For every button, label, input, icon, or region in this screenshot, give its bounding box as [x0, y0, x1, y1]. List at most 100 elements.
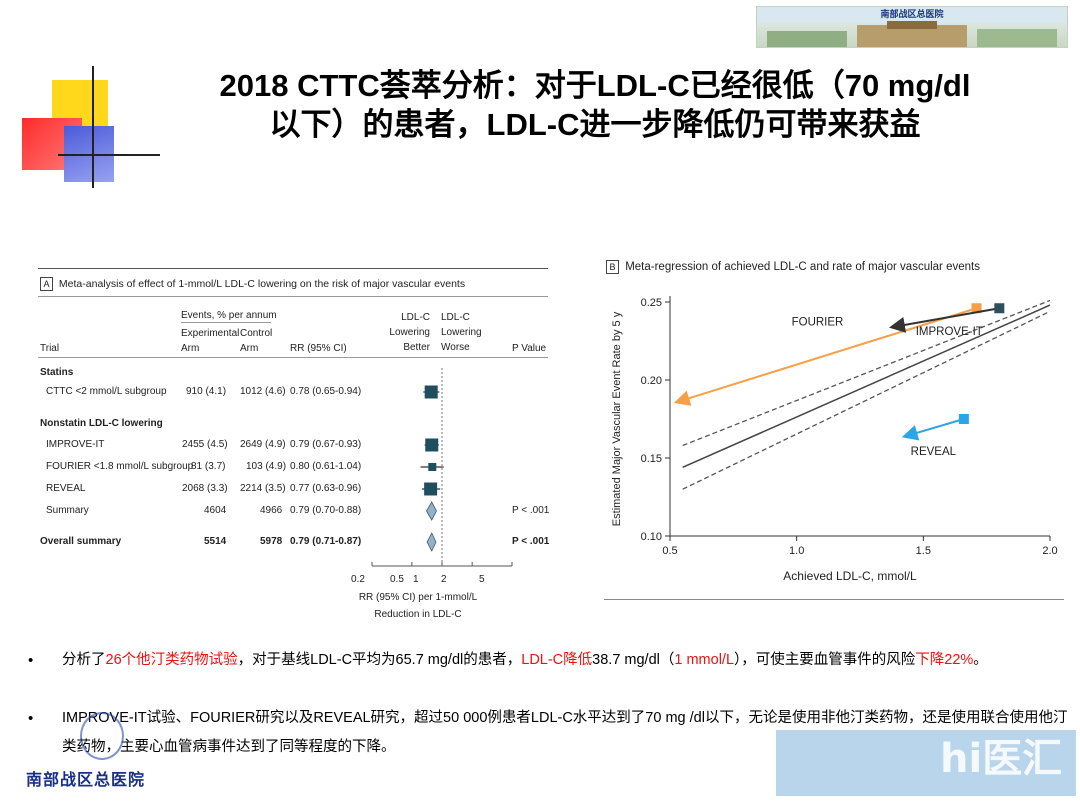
col-ldl-worse-1: LDL-C — [441, 312, 470, 323]
panel-b-regression: B Meta-regression of achieved LDL-C and … — [604, 256, 1064, 601]
forest-box-1 — [425, 438, 439, 452]
banner-building — [857, 25, 967, 47]
reg-y-tick-label: 0.15 — [641, 453, 662, 465]
bullet-2-part: IMPROVE-IT试验、FOURIER研究以及REVEAL研究，超过50 00… — [62, 710, 865, 726]
panel-b-heading: B Meta-regression of achieved LDL-C and … — [606, 260, 980, 274]
table-row-summary: Summary 4604 4966 0.79 (0.70-0.88) P < .… — [38, 505, 550, 519]
row-p: P < .001 — [512, 505, 550, 516]
forest-marks — [371, 368, 513, 568]
table-row: FOURIER <1.8 mmol/L subgroup 81 (3.7) 10… — [38, 461, 378, 475]
row-ctrl: 1012 (4.6) — [240, 386, 286, 397]
reg-label-reveal: REVEAL — [911, 446, 957, 458]
row-rr: 0.79 (0.67-0.93) — [290, 439, 362, 450]
bullet-list: • 分析了26个他汀类药物试验，对于基线LDL-C平均为65.7 mg/dl的患… — [28, 646, 1068, 762]
row-ctrl: 4966 — [260, 505, 283, 516]
bullet-text-2: IMPROVE-IT试验、FOURIER研究以及REVEAL研究，超过50 00… — [62, 704, 1072, 762]
reg-point-improve-it — [994, 303, 1005, 314]
reg-x-axis-label: Achieved LDL-C, mmol/L — [783, 569, 917, 583]
slide-title: 2018 CTTC荟萃分析：对于LDL-C已经很低（70 mg/dl 以下）的患… — [90, 66, 1080, 144]
col-exp: Experimental — [181, 328, 240, 339]
bullet-text-1: 分析了26个他汀类药物试验，对于基线LDL-C平均为65.7 mg/dl的患者，… — [62, 646, 1072, 675]
table-row: IMPROVE-IT 2455 (4.5) 2649 (4.9) 0.79 (0… — [38, 439, 378, 453]
row-exp: 5514 — [204, 536, 227, 547]
bullet-item-2: • IMPROVE-IT试验、FOURIER研究以及REVEAL研究，超过50 … — [28, 704, 1068, 762]
row-ctrl: 5978 — [260, 536, 283, 547]
bullet-1-part: 。 — [973, 652, 988, 668]
row-rr: 0.79 (0.70-0.88) — [290, 505, 362, 516]
forest-box-3 — [424, 482, 438, 496]
row-ctrl: 2649 (4.9) — [240, 439, 286, 450]
panel-a-forest: A Meta-analysis of effect of 1-mmol/L LD… — [38, 268, 550, 628]
row-p: P < .001 — [512, 536, 550, 547]
row-rr: 0.77 (0.63-0.96) — [290, 483, 362, 494]
title-line-1: 2018 CTTC荟萃分析：对于LDL-C已经很低（70 mg/dl — [219, 68, 971, 103]
regression-chart: 0.10 0.15 0.20 0.25 0.5 1.0 1.5 2.0 Achieved LDL… — [611, 296, 1058, 583]
watermark-text: hi医汇 — [940, 736, 1063, 782]
bullet-1-highlight-ldl: LDL-C降低 — [521, 652, 593, 668]
reg-x-tick-label: 1.5 — [916, 545, 931, 557]
banner-trees-right — [977, 29, 1057, 47]
hospital-emblem-icon — [80, 712, 124, 760]
col-ldl-worse-3: Worse — [441, 342, 470, 353]
col-p: P Value — [512, 343, 547, 354]
reg-arrow-reveal — [901, 418, 965, 441]
reg-arrow-improve-it — [888, 307, 1000, 333]
row-ctrl: 2214 (3.5) — [240, 483, 286, 494]
forest-tick-label: 2 — [441, 574, 447, 585]
section-statins: Statins — [40, 367, 74, 378]
row-trial: REVEAL — [46, 483, 86, 494]
reg-y-axis-label: Estimated Major Vascular Event Rate by 5… — [611, 311, 623, 526]
banner-band — [757, 7, 1067, 23]
row-trial: FOURIER <1.8 mmol/L subgroup — [46, 461, 194, 472]
col-ldl-better: LDL-C Lowering Better — [388, 310, 430, 355]
reg-arrow-fourier — [673, 307, 977, 406]
col-events-rule — [181, 322, 271, 323]
title-line-2: 以下）的患者，LDL-C进一步降低仍可带来获益 — [269, 107, 921, 142]
hospital-banner: 南部战区总医院 — [756, 6, 1068, 48]
decor-horizontal-line — [58, 154, 160, 156]
col-ldl-worse: LDL-C Lowering Worse — [441, 310, 491, 355]
table-row: CTTC <2 mmol/L subgroup 910 (4.1) 1012 (… — [38, 386, 378, 400]
row-exp: 81 (3.7) — [191, 461, 226, 472]
bullet-dot: • — [28, 652, 34, 669]
row-trial: IMPROVE-IT — [46, 439, 105, 450]
col-trial: Trial — [40, 343, 60, 354]
reg-point-fourier — [971, 303, 982, 314]
reg-y-tick-label: 0.25 — [641, 297, 662, 309]
col-arm2: Arm — [240, 343, 259, 354]
forest-tick-label: 0.5 — [390, 574, 404, 585]
row-exp: 2068 (3.3) — [182, 483, 228, 494]
col-arm1: Arm — [181, 343, 200, 354]
panel-a-heading: A Meta-analysis of effect of 1-mmol/L LD… — [40, 277, 465, 291]
reg-fit-line — [682, 304, 1051, 469]
reg-x-tick-label: 0.5 — [662, 545, 677, 557]
row-trial: CTTC <2 mmol/L subgroup — [46, 386, 167, 397]
row-exp: 2455 (4.5) — [182, 439, 228, 450]
bullet-1-part: 分析了 — [62, 652, 106, 668]
panel-b-heading-text: Meta-regression of achieved LDL-C and ra… — [625, 261, 980, 273]
forest-tick-label: 5 — [479, 574, 485, 585]
row-rr: 0.78 (0.65-0.94) — [290, 386, 362, 397]
bullet-1-part: 件的风险 — [857, 652, 916, 668]
bullet-item-1: • 分析了26个他汀类药物试验，对于基线LDL-C平均为65.7 mg/dl的患… — [28, 646, 1068, 704]
col-ldl-worse-2: Lowering — [441, 327, 482, 338]
banner-text: 南部战区总医院 — [880, 10, 944, 20]
bullet-1-part: ，对于基线LDL-C平均为65.7 mg/dl的患者， — [237, 652, 522, 668]
panel-a-top-rule — [38, 268, 548, 269]
col-ldl-better-2: Lowering — [389, 327, 430, 338]
reg-y-tick-label: 0.10 — [641, 531, 662, 543]
col-rr: RR (95% CI) — [290, 343, 347, 354]
bullet-1-highlight-trials: 26个他汀类药物试验 — [105, 652, 238, 668]
row-ctrl: 103 (4.9) — [246, 461, 287, 472]
panel-b-bottom-rule — [604, 599, 1064, 600]
panel-a-heading-rule — [38, 296, 548, 297]
forest-diamond-4 — [426, 501, 437, 521]
forest-tick-label: 1 — [413, 574, 419, 585]
forest-plot — [371, 368, 513, 568]
reg-ci-lower — [682, 310, 1051, 490]
col-ldl-better-3: Better — [403, 342, 430, 353]
watermark-box — [776, 730, 1076, 796]
reg-x-tick-label: 2.0 — [1042, 545, 1057, 557]
panel-b-tag: B — [606, 260, 619, 274]
forest-axis-labels: 0.2 0.5 1 2 5 — [338, 574, 518, 604]
